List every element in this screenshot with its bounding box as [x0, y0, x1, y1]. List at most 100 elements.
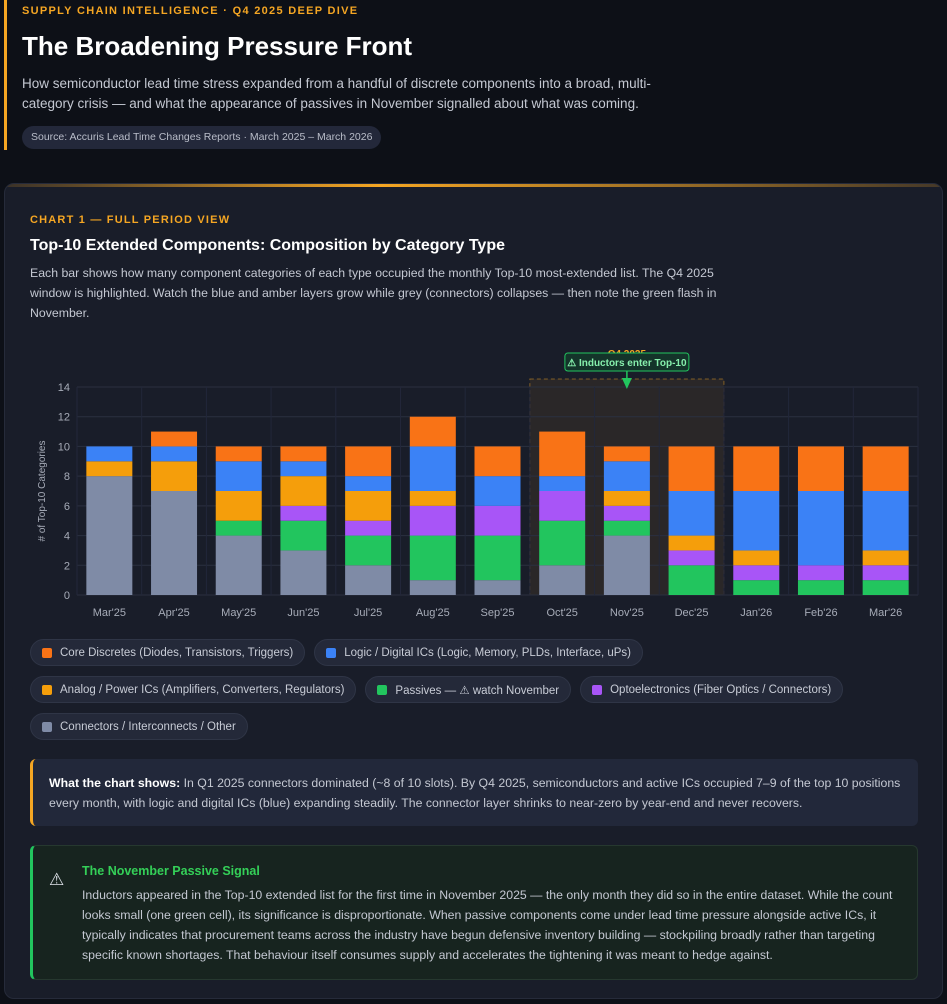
x-tick-label: Sep'25 — [481, 607, 515, 619]
bar-segment[interactable] — [409, 505, 456, 536]
bar-segment[interactable] — [603, 505, 650, 521]
bar-segment[interactable] — [280, 446, 327, 462]
legend-swatch — [42, 647, 52, 658]
bar-segment[interactable] — [603, 535, 650, 595]
bar-segment[interactable] — [280, 461, 327, 477]
bar-segment[interactable] — [539, 491, 586, 521]
bar-segment[interactable] — [733, 580, 780, 595]
bar-segment[interactable] — [733, 550, 780, 566]
bar-segment[interactable] — [797, 580, 844, 595]
y-tick-label: 8 — [64, 471, 70, 483]
legend-swatch — [42, 721, 52, 732]
bar-segment[interactable] — [603, 491, 650, 506]
bar-segment[interactable] — [151, 431, 198, 447]
bar-segment[interactable] — [86, 446, 133, 462]
bar-segment[interactable] — [539, 565, 586, 595]
x-tick-label: Feb'26 — [804, 607, 837, 619]
x-tick-label: Apr'25 — [158, 607, 189, 619]
bar-segment[interactable] — [280, 550, 327, 595]
bar-segment[interactable] — [668, 491, 715, 536]
bar-segment[interactable] — [409, 446, 456, 491]
legend-label: Core Discretes (Diodes, Transistors, Tri… — [60, 646, 294, 659]
bar-segment[interactable] — [862, 550, 909, 566]
x-tick-label: Jan'26 — [740, 607, 772, 619]
bar-segment[interactable] — [539, 476, 586, 491]
bar-segment[interactable] — [409, 535, 456, 581]
bar-segment[interactable] — [539, 520, 586, 566]
bar-segment[interactable] — [797, 565, 844, 581]
bar-segment[interactable] — [345, 535, 392, 566]
x-tick-label: Dec'25 — [675, 607, 709, 619]
bar-segment[interactable] — [474, 476, 521, 506]
x-tick-label: Mar'25 — [93, 607, 126, 619]
bar-segment[interactable] — [862, 565, 909, 581]
bar-segment[interactable] — [280, 476, 327, 506]
x-tick-label: Nov'25 — [610, 607, 644, 619]
bar-segment[interactable] — [409, 491, 456, 506]
bar-segment[interactable] — [797, 491, 844, 566]
bar-segment[interactable] — [668, 535, 715, 551]
legend-item[interactable]: Optoelectronics (Fiber Optics / Connecto… — [580, 676, 844, 703]
bar-segment[interactable] — [86, 476, 133, 595]
bar-segment[interactable] — [668, 550, 715, 566]
bar-segment[interactable] — [345, 520, 392, 536]
bar-segment[interactable] — [733, 491, 780, 551]
bar-segment[interactable] — [345, 446, 392, 477]
legend-label: Passives — ⚠ watch November — [395, 684, 560, 697]
bar-segment[interactable] — [474, 535, 521, 581]
bar-segment[interactable] — [474, 505, 521, 536]
bar-segment[interactable] — [409, 416, 456, 447]
x-tick-label: Aug'25 — [416, 607, 450, 619]
bar-segment[interactable] — [151, 491, 198, 595]
bar-segment[interactable] — [539, 431, 586, 477]
bar-segment[interactable] — [668, 565, 715, 595]
bar-segment[interactable] — [603, 446, 650, 462]
bar-segment[interactable] — [215, 461, 262, 491]
y-tick-label: 4 — [64, 531, 70, 543]
bar-segment[interactable] — [345, 565, 392, 595]
bar-segment[interactable] — [215, 491, 262, 521]
chart-legend: Core Discretes (Diodes, Transistors, Tri… — [30, 639, 910, 740]
legend-label: Analog / Power ICs (Amplifiers, Converte… — [60, 683, 345, 696]
bar-segment[interactable] — [474, 446, 521, 477]
intro-text: How semiconductor lead time stress expan… — [22, 76, 651, 111]
bar-segment[interactable] — [862, 446, 909, 491]
bar-segment[interactable] — [474, 580, 521, 595]
bar-segment[interactable] — [215, 535, 262, 595]
november-signal-panel: ⚠ The November Passive Signal Inductors … — [30, 845, 918, 980]
panel-accent-bar — [5, 184, 942, 187]
legend-item[interactable]: Core Discretes (Diodes, Transistors, Tri… — [30, 639, 306, 666]
legend-item[interactable]: Analog / Power ICs (Amplifiers, Converte… — [30, 676, 357, 703]
bar-segment[interactable] — [797, 446, 844, 491]
bar-segment[interactable] — [151, 461, 198, 491]
bar-segment[interactable] — [345, 476, 392, 491]
y-tick-label: 6 — [64, 501, 70, 513]
bar-segment[interactable] — [603, 461, 650, 491]
x-tick-label: May'25 — [221, 607, 256, 619]
legend-item[interactable]: Connectors / Interconnects / Other — [30, 713, 248, 740]
bar-segment[interactable] — [733, 446, 780, 491]
bar-segment[interactable] — [603, 520, 650, 536]
bar-segment[interactable] — [862, 491, 909, 551]
bar-segment[interactable] — [215, 520, 262, 536]
legend-item[interactable]: Passives — ⚠ watch November — [365, 676, 572, 703]
bar-segment[interactable] — [409, 580, 456, 595]
bar-segment[interactable] — [733, 565, 780, 581]
bar-segment[interactable] — [668, 446, 715, 491]
x-tick-label: Jun'25 — [287, 607, 319, 619]
bar-segment[interactable] — [280, 505, 327, 521]
legend-item[interactable]: Logic / Digital ICs (Logic, Memory, PLDs… — [314, 639, 644, 666]
chart-description: Each bar shows how many component catego… — [30, 266, 717, 320]
bar-segment[interactable] — [345, 491, 392, 521]
legend-swatch — [592, 684, 603, 695]
callout-text: In Q1 2025 connectors dominated (~8 of 1… — [49, 776, 901, 810]
chart-title: Top-10 Extended Components: Composition … — [30, 237, 505, 254]
x-tick-label: Oct'25 — [546, 607, 577, 619]
bar-segment[interactable] — [215, 446, 262, 462]
chart-panel: CHART 1 — FULL PERIOD VIEW Top-10 Extend… — [4, 183, 943, 999]
x-tick-label: Mar'26 — [869, 607, 902, 619]
bar-segment[interactable] — [280, 520, 327, 551]
bar-segment[interactable] — [862, 580, 909, 595]
bar-segment[interactable] — [151, 446, 198, 462]
bar-segment[interactable] — [86, 461, 133, 477]
